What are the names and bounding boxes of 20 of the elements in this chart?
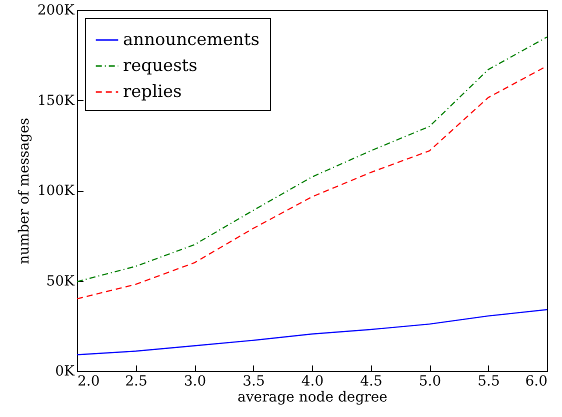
x-axis-title: average node degree — [238, 390, 388, 406]
line-series — [76, 309, 548, 356]
x-tick-label: 4.5 — [360, 374, 382, 390]
y-tick-label: 0K — [55, 364, 76, 380]
x-tick-label: 2.5 — [125, 374, 148, 390]
legend-label: replies — [123, 82, 182, 102]
y-tick-label: 200K — [37, 2, 76, 18]
y-tick-label: 100K — [37, 183, 76, 199]
x-tick-label: 4.0 — [301, 374, 324, 390]
x-tick-label: 5.5 — [478, 374, 500, 390]
x-tick-label: 3.5 — [242, 374, 265, 390]
y-tick-label: 150K — [37, 92, 76, 109]
legend-label: announcements — [123, 30, 260, 50]
legend-label: requests — [123, 56, 198, 76]
y-axis-title: number of messages — [16, 118, 32, 264]
x-tick-label: 6.0 — [525, 374, 548, 390]
y-tick-label: 50K — [46, 273, 76, 290]
x-tick-label: 3.0 — [184, 374, 206, 390]
x-tick-label: 5.0 — [418, 374, 442, 390]
x-tick-label: 2.0 — [78, 374, 100, 390]
